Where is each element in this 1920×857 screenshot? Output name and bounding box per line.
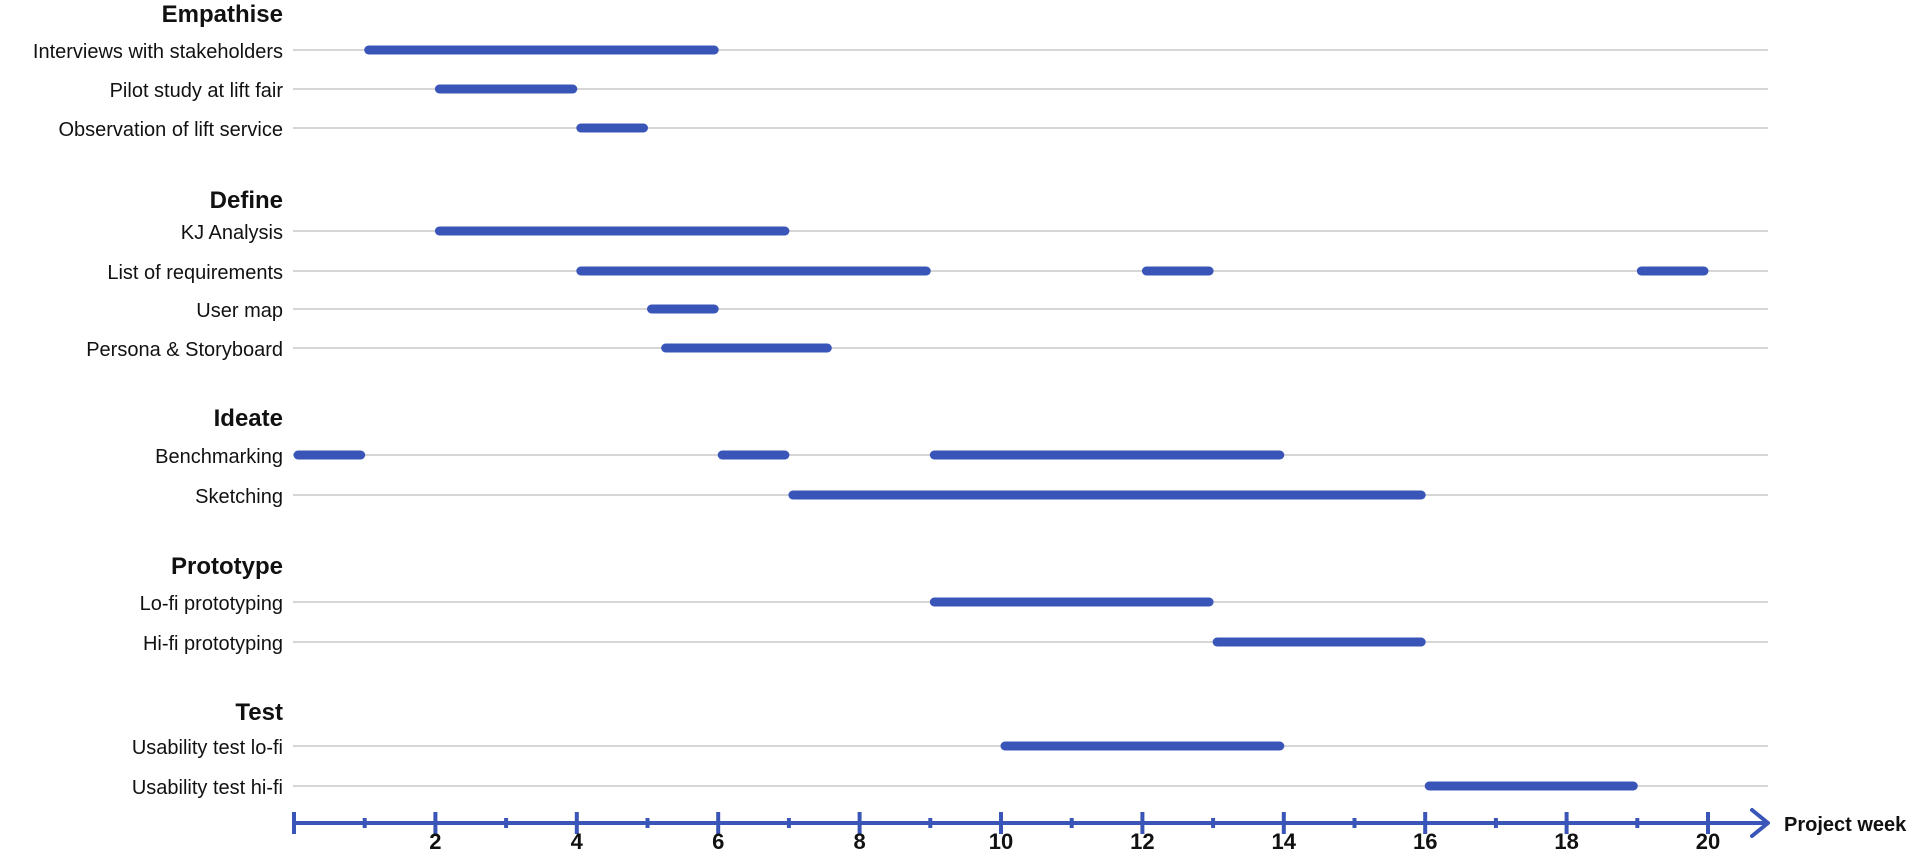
- task-label: Usability test lo-fi: [132, 737, 283, 759]
- task-label: KJ Analysis: [181, 222, 283, 244]
- x-tick-label: 20: [1696, 829, 1720, 854]
- x-tick-label: 10: [989, 829, 1013, 854]
- x-tick-label: 4: [571, 829, 584, 854]
- task-label: Interviews with stakeholders: [33, 41, 283, 63]
- group-heading: Prototype: [171, 553, 283, 580]
- task-label: Observation of lift service: [58, 119, 283, 141]
- task-label: Benchmarking: [155, 446, 283, 468]
- x-tick-label: 12: [1130, 829, 1154, 854]
- x-tick-label: 18: [1554, 829, 1578, 854]
- group-heading: Empathise: [162, 1, 283, 28]
- group-heading: Define: [210, 187, 283, 214]
- task-label: Persona & Storyboard: [86, 339, 283, 361]
- task-label: Usability test hi-fi: [132, 777, 283, 799]
- group-heading: Ideate: [214, 405, 283, 432]
- x-axis-label: Project week: [1784, 814, 1907, 836]
- task-bars: [293, 45, 1709, 791]
- task-label: Pilot study at lift fair: [110, 80, 284, 102]
- task-label: Sketching: [195, 486, 283, 508]
- task-label: User map: [196, 300, 283, 322]
- x-tick-label: 2: [429, 829, 441, 854]
- group-heading: Test: [235, 699, 283, 726]
- x-tick-label: 16: [1413, 829, 1437, 854]
- task-label: Hi-fi prototyping: [143, 633, 283, 655]
- task-label: List of requirements: [107, 262, 283, 284]
- task-label: Lo-fi prototyping: [140, 593, 283, 615]
- x-tick-label: 8: [853, 829, 865, 854]
- row-labels: Empathise Interviews with stakeholders Pil…: [33, 1, 283, 799]
- x-axis: 2 4 6 8 10 12 14 16 18 20 Project week: [292, 808, 1907, 854]
- x-axis-arrow: [1750, 808, 1770, 838]
- grid-lines: [293, 49, 1768, 787]
- x-tick-label: 6: [712, 829, 724, 854]
- x-tick-label: 14: [1272, 829, 1297, 854]
